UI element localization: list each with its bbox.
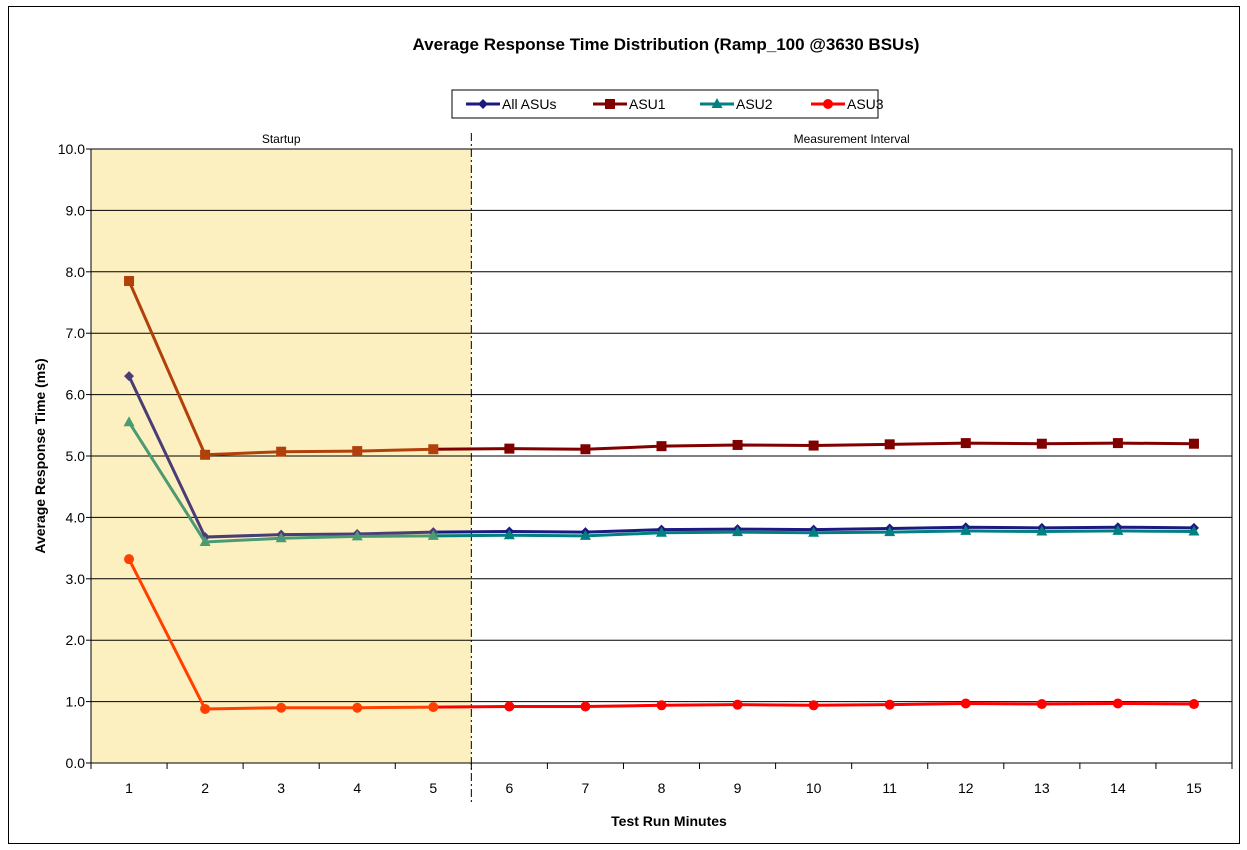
x-tick-label: 11 [882, 780, 897, 796]
region-label: Measurement Interval [794, 132, 910, 146]
x-tick-label: 9 [734, 780, 742, 796]
asu1-point [276, 446, 287, 457]
chart-frame [8, 6, 1240, 844]
x-tick-label: 10 [806, 780, 822, 796]
asu2-point [808, 526, 820, 537]
asu2-point [427, 529, 439, 540]
legend: All ASUs ASU1 ASU2 ASU3 [451, 89, 884, 119]
y-tick-label: 9.0 [66, 202, 86, 218]
y-tick-label: 8.0 [66, 264, 86, 280]
legend-label-asu3: ASU3 [847, 96, 884, 112]
asu2-point [656, 526, 667, 537]
plot-area: 0.01.02.03.04.05.06.07.08.09.010.01 2 3 4 5 6… [58, 132, 1233, 803]
asu3-point [428, 702, 439, 713]
y-tick-label: 3.0 [66, 571, 86, 587]
asu1-point [580, 444, 591, 455]
asu1-point [352, 446, 363, 457]
chart-title: Average Response Time Distribution (Ramp… [413, 35, 920, 54]
asu1-point [504, 443, 515, 454]
x-tick-label: 13 [1034, 780, 1050, 796]
y-tick-label: 6.0 [66, 387, 86, 403]
asu3-point [276, 702, 287, 713]
y-tick-label: 4.0 [66, 509, 86, 525]
x-tick-label: 12 [958, 780, 974, 796]
asu2-point [503, 529, 515, 540]
y-tick-label: 0.0 [66, 755, 86, 771]
asu3-point [352, 702, 363, 713]
asu3-point [1188, 699, 1199, 710]
asu1-point [960, 438, 971, 449]
x-tick-label: 5 [429, 780, 437, 796]
x-tick-label: 1 [125, 780, 133, 796]
asu2-point [1036, 525, 1048, 536]
x-tick-label: 7 [582, 780, 590, 796]
x-tick-label: 14 [1110, 780, 1126, 796]
y-tick-label: 2.0 [66, 632, 86, 648]
legend-label-asu1: ASU1 [629, 96, 666, 112]
y-tick-label: 5.0 [66, 448, 86, 464]
legend-marker-asu3 [823, 99, 833, 109]
y-tick-label: 7.0 [66, 325, 86, 341]
asu2-point [1188, 525, 1200, 536]
asu3-point [580, 701, 591, 712]
asu3-point [504, 701, 515, 712]
asu1-point [732, 439, 743, 450]
asu1-point [1188, 438, 1199, 449]
asu2-point [884, 526, 896, 537]
asu2-point [275, 532, 287, 543]
x-tick-label: 15 [1186, 780, 1202, 796]
y-tick-label: 10.0 [58, 141, 85, 157]
x-tick-label: 8 [658, 780, 666, 796]
asu3-point [656, 700, 667, 711]
asu1-point [1112, 438, 1123, 449]
all-asus-point [124, 371, 135, 382]
asu2-point [579, 529, 591, 540]
asu1-point [200, 449, 211, 460]
asu2-point [1112, 524, 1124, 535]
asu3-point [732, 699, 743, 710]
asu1-point [656, 441, 667, 452]
asu1-point [808, 440, 819, 451]
asu1-point [884, 439, 895, 450]
asu2-point [351, 530, 363, 541]
y-tick-label: 1.0 [66, 694, 86, 710]
asu2-point [199, 535, 211, 546]
legend-marker-all-asus [478, 99, 488, 109]
legend-box [451, 89, 879, 119]
asu3-point [200, 703, 211, 714]
legend-label-all-asus: All ASUs [502, 96, 556, 112]
asu3-point [808, 700, 819, 711]
plot-border [90, 148, 1233, 764]
x-axis-title: Test Run Minutes [611, 813, 727, 829]
asu3-point [960, 698, 971, 709]
legend-marker-asu2 [711, 98, 723, 108]
asu2-point [732, 526, 744, 537]
y-axis-title: Average Response Time (ms) [32, 358, 48, 553]
asu1-point [124, 276, 135, 287]
asu2-point [960, 524, 972, 535]
asu1-point [428, 444, 439, 455]
legend-label-asu2: ASU2 [736, 96, 773, 112]
asu3-point [884, 699, 895, 710]
asu3-point [124, 554, 135, 565]
asu1-point [1036, 438, 1047, 449]
x-tick-label: 6 [505, 780, 513, 796]
asu2-point [123, 416, 135, 427]
legend-marker-asu1 [605, 99, 615, 109]
region-label: Startup [262, 132, 301, 146]
asu3-point [1112, 698, 1123, 709]
x-tick-label: 2 [201, 780, 209, 796]
x-tick-label: 3 [277, 780, 285, 796]
asu3-point [1036, 699, 1047, 710]
x-tick-label: 4 [353, 780, 361, 796]
